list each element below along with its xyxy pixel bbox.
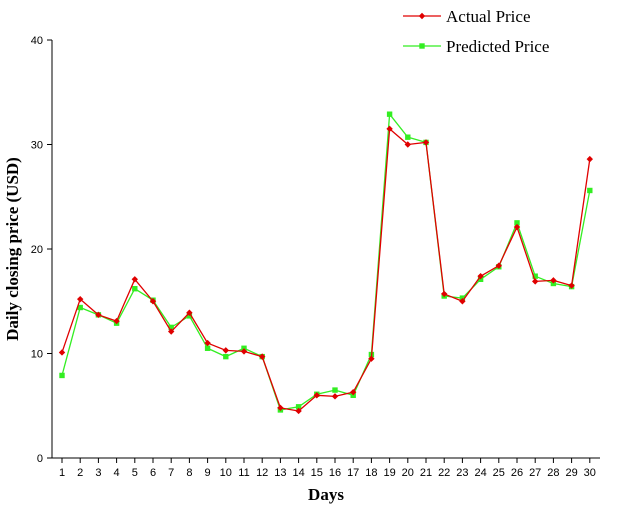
x-tick-label: 9 bbox=[205, 467, 211, 479]
x-tick-label: 26 bbox=[511, 467, 523, 479]
actual-price-point bbox=[186, 309, 193, 316]
actual-price-point bbox=[368, 355, 375, 362]
x-tick-label: 27 bbox=[529, 467, 541, 479]
x-tick-label: 6 bbox=[150, 467, 156, 479]
x-tick-label: 2 bbox=[77, 467, 83, 479]
actual-price-point bbox=[477, 272, 484, 280]
actual-price-point bbox=[513, 223, 521, 231]
x-tick-label: 19 bbox=[383, 467, 395, 479]
legend: Actual Price Predicted Price bbox=[403, 7, 549, 56]
x-axis-title: Days bbox=[308, 485, 344, 504]
x-tick-label: 17 bbox=[347, 467, 359, 479]
y-tick-label: 10 bbox=[31, 349, 43, 361]
x-tick-label: 3 bbox=[95, 467, 101, 479]
predicted-price-point bbox=[405, 134, 411, 140]
actual-price-point bbox=[149, 298, 157, 305]
actual-price-point bbox=[77, 295, 84, 303]
x-tick-label: 29 bbox=[565, 467, 577, 479]
actual-price-point bbox=[404, 141, 411, 148]
x-tick-label: 4 bbox=[114, 467, 120, 479]
x-tick-label: 8 bbox=[186, 467, 192, 479]
actual-price-point bbox=[568, 282, 575, 289]
predicted-price-point bbox=[514, 220, 520, 226]
predicted-price-point bbox=[168, 324, 174, 331]
actual-price-point bbox=[422, 139, 430, 146]
legend-item-predicted-price: Predicted Price bbox=[403, 37, 549, 56]
actual-price-point bbox=[586, 155, 593, 163]
predicted-price-point bbox=[332, 387, 338, 393]
actual-price-point bbox=[459, 298, 466, 305]
legend-label-predicted-price: Predicted Price bbox=[446, 37, 549, 56]
x-tick-label: 5 bbox=[132, 467, 138, 479]
legend-marker-actual-price bbox=[418, 12, 426, 20]
predicted-price-point bbox=[204, 345, 211, 351]
y-axis-title: Daily closing price (USD) bbox=[3, 157, 22, 341]
x-tick-label: 13 bbox=[274, 467, 286, 479]
predicted-price-point bbox=[132, 286, 138, 292]
actual-price-point bbox=[295, 407, 302, 415]
y-tick-label: 30 bbox=[31, 140, 43, 152]
actual-price-point bbox=[313, 392, 320, 399]
x-tick-label: 24 bbox=[474, 467, 486, 479]
x-ticks: 1 2 3 4 5 6 7 8 9 10 11 12 13 14 15 16 17 18 19 20 21 22 23 24 2… bbox=[59, 458, 596, 479]
predicted-price-line bbox=[61, 113, 591, 411]
predicted-price-point bbox=[587, 187, 593, 194]
x-tick-label: 11 bbox=[238, 467, 249, 479]
x-tick-label: 21 bbox=[420, 467, 432, 479]
x-tick-label: 1 bbox=[59, 467, 65, 479]
actual-price-point bbox=[532, 278, 539, 285]
predicted-price-point bbox=[223, 353, 229, 360]
x-tick-label: 16 bbox=[329, 467, 341, 479]
predicted-price-point bbox=[59, 372, 65, 379]
actual-price-point bbox=[350, 388, 357, 396]
predicted-price-point bbox=[77, 304, 83, 311]
actual-price-series bbox=[58, 125, 593, 415]
predicted-price-series bbox=[59, 111, 593, 413]
x-tick-label: 14 bbox=[292, 467, 304, 479]
actual-price-point bbox=[131, 276, 138, 283]
actual-price-point bbox=[168, 328, 175, 335]
actual-price-point bbox=[386, 125, 393, 133]
y-ticks: 0 10 20 30 40 bbox=[31, 35, 52, 465]
predicted-price-point bbox=[295, 404, 302, 410]
x-tick-label: 15 bbox=[311, 467, 323, 479]
series-layer bbox=[58, 111, 593, 415]
x-tick-label: 12 bbox=[256, 467, 268, 479]
legend-marker-predicted-price bbox=[419, 43, 425, 49]
actual-price-point bbox=[259, 353, 266, 360]
x-tick-label: 25 bbox=[493, 467, 505, 479]
actual-price-point bbox=[204, 339, 211, 347]
actual-price-point bbox=[113, 317, 120, 325]
y-tick-label: 0 bbox=[37, 453, 43, 465]
actual-price-point bbox=[495, 262, 502, 269]
x-tick-label: 23 bbox=[456, 467, 468, 479]
actual-price-point bbox=[441, 290, 448, 298]
predicted-price-point bbox=[532, 273, 538, 279]
actual-price-point bbox=[277, 404, 284, 412]
x-tick-label: 28 bbox=[547, 467, 559, 479]
y-tick-label: 40 bbox=[31, 35, 43, 47]
actual-price-point bbox=[550, 277, 557, 284]
legend-item-actual-price: Actual Price bbox=[403, 7, 531, 26]
legend-label-actual-price: Actual Price bbox=[446, 7, 531, 26]
actual-price-point bbox=[222, 347, 229, 354]
y-tick-label: 20 bbox=[31, 244, 43, 256]
x-tick-label: 20 bbox=[402, 467, 414, 479]
x-tick-label: 10 bbox=[220, 467, 232, 479]
actual-price-point bbox=[95, 311, 102, 319]
x-tick-label: 30 bbox=[584, 467, 596, 479]
x-tick-label: 18 bbox=[365, 467, 377, 479]
actual-price-point bbox=[331, 393, 339, 400]
predicted-price-point bbox=[386, 111, 393, 117]
actual-price-point bbox=[58, 349, 66, 356]
actual-price-line bbox=[61, 128, 591, 412]
x-tick-label: 7 bbox=[168, 467, 174, 479]
actual-price-point bbox=[240, 348, 248, 355]
x-tick-label: 22 bbox=[438, 467, 450, 479]
